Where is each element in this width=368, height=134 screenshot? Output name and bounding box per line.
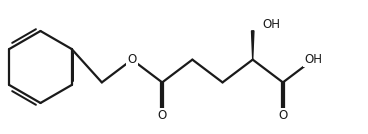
Text: O: O — [278, 109, 287, 122]
Text: OH: OH — [262, 18, 280, 31]
Text: OH: OH — [304, 53, 322, 66]
Polygon shape — [251, 31, 254, 60]
Text: O: O — [127, 53, 137, 66]
Text: O: O — [158, 109, 167, 122]
